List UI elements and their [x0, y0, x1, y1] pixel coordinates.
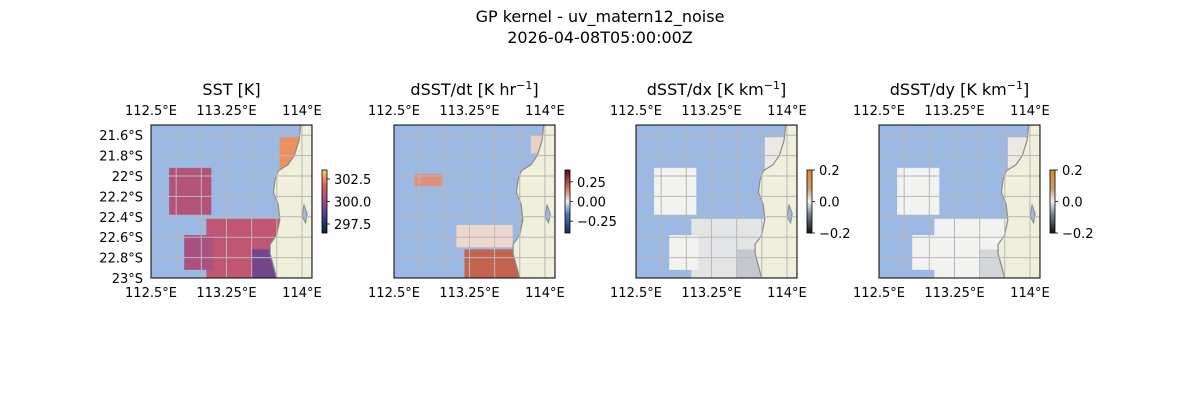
- panel-title: dSST/dt [K hr−1]: [410, 79, 538, 99]
- colorbar-tick-label: 302.5: [334, 173, 371, 188]
- data-patch-w-blob: [897, 167, 940, 215]
- map-frame: [635, 124, 798, 279]
- lon-tick-top: 112.5°E: [368, 104, 420, 119]
- lon-tick-top: 112.5°E: [610, 104, 662, 119]
- lon-tick-bottom: 113.25°E: [196, 286, 256, 301]
- map-panel-3: dSST/dx [K km−1] 112.5°E 112.5°E 113.25°E 11…: [610, 79, 851, 301]
- inlet: [544, 204, 551, 225]
- lat-tick: 23°S: [112, 272, 143, 287]
- data-patch-w-blob: [169, 167, 212, 215]
- map-body: [394, 125, 555, 278]
- map-body: [879, 125, 1040, 278]
- data-patch-s-patch-b: [464, 249, 520, 278]
- data-patch-w-blob: [654, 167, 697, 215]
- lon-tick-top: 112.5°E: [853, 104, 905, 119]
- inlet: [301, 204, 308, 225]
- colorbar-tick-label: 0.2: [1062, 164, 1083, 179]
- panel-title: dSST/dy [K km−1]: [890, 79, 1029, 99]
- colorbar: [806, 169, 813, 234]
- colorbar: [1049, 169, 1056, 234]
- data-patch-s-patch-a: [456, 224, 513, 248]
- lat-tick: 22.2°S: [99, 190, 143, 205]
- lon-tick-top: 113.25°E: [196, 104, 256, 119]
- data-patch-s-west-lobe: [184, 235, 214, 270]
- lon-tick-bottom: 112.5°E: [125, 286, 177, 301]
- colorbar-tick-label: 0.0: [1062, 196, 1083, 211]
- lon-tick-top: 114°E: [282, 104, 322, 119]
- map-frame: [878, 124, 1041, 279]
- colorbar-tick-label: −0.25: [577, 215, 617, 230]
- lon-tick-bottom: 114°E: [282, 286, 322, 301]
- lon-tick-top: 113.25°E: [924, 104, 984, 119]
- panel-title: SST [K]: [202, 80, 260, 99]
- colorbar-tick-label: −0.2: [819, 227, 851, 242]
- lon-tick-bottom: 112.5°E: [368, 286, 420, 301]
- colorbar-tick-label: 0.25: [577, 176, 606, 191]
- lat-tick: 22.8°S: [99, 252, 143, 267]
- lat-tick: 22°S: [112, 170, 143, 185]
- lon-tick-top: 113.25°E: [439, 104, 499, 119]
- inlet: [1029, 204, 1036, 225]
- map-panel-4: dSST/dy [K km−1] 112.5°E 112.5°E 113.25°E 11…: [853, 79, 1094, 301]
- lon-tick-top: 114°E: [1010, 104, 1050, 119]
- colorbar-tick-label: 297.5: [334, 218, 371, 233]
- data-patch-s-west-lobe: [912, 235, 942, 270]
- colorbar-tick-label: 0.00: [577, 196, 606, 211]
- map-body: [636, 125, 797, 278]
- lon-tick-bottom: 114°E: [1010, 286, 1050, 301]
- colorbar: [564, 169, 571, 234]
- map-panel-2: dSST/dt [K hr−1] 112.5°E 112.5°E 113.25°E 11…: [368, 79, 617, 301]
- lon-tick-top: 113.25°E: [681, 104, 741, 119]
- lat-tick: 22.6°S: [99, 231, 143, 246]
- panels: SST [K] 112.5°E 112.5°E 113.25°E 113.25°E 114…: [99, 79, 1093, 301]
- colorbar-tick-label: 0.0: [819, 196, 840, 211]
- map-panel-1: SST [K] 112.5°E 112.5°E 113.25°E 113.25°E 114…: [99, 80, 371, 301]
- lon-tick-top: 112.5°E: [125, 104, 177, 119]
- lon-tick-bottom: 114°E: [525, 286, 565, 301]
- data-patch-w-patch: [414, 173, 443, 187]
- inlet: [786, 204, 793, 225]
- lat-tick: 21.8°S: [99, 150, 143, 165]
- map-frame: [150, 124, 313, 279]
- map-frame: [393, 124, 556, 279]
- lon-tick-bottom: 112.5°E: [853, 286, 905, 301]
- lon-tick-top: 114°E: [525, 104, 565, 119]
- lon-tick-bottom: 113.25°E: [439, 286, 499, 301]
- lon-tick-bottom: 114°E: [767, 286, 807, 301]
- colorbar-tick-label: 0.2: [819, 164, 840, 179]
- panel-title: dSST/dx [K km−1]: [647, 79, 786, 99]
- lat-tick: 22.4°S: [99, 211, 143, 226]
- lat-tick: 21.6°S: [99, 129, 143, 144]
- lon-tick-bottom: 112.5°E: [610, 286, 662, 301]
- colorbar-tick-label: −0.2: [1062, 227, 1094, 242]
- lon-tick-top: 114°E: [767, 104, 807, 119]
- suptitle-line-2: 2026-04-08T05:00:00Z: [507, 28, 693, 47]
- colorbar-tick-label: 300.0: [334, 196, 371, 211]
- lon-tick-bottom: 113.25°E: [924, 286, 984, 301]
- suptitle-line-1: GP kernel - uv_matern12_noise: [476, 7, 725, 27]
- data-patch-s-west-lobe: [669, 235, 699, 270]
- lon-tick-bottom: 113.25°E: [681, 286, 741, 301]
- map-body: [151, 125, 312, 278]
- colorbar: [321, 169, 328, 234]
